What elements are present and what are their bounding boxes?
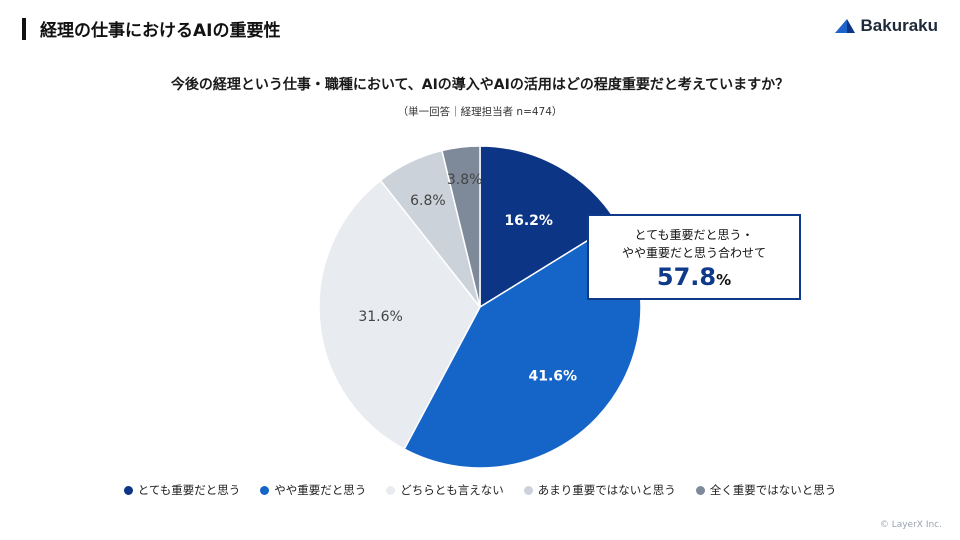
legend-dot-neither <box>386 485 396 495</box>
legend-dot-somewhat <box>260 485 270 495</box>
chart-title: 今後の経理という仕事・職種において、AIの導入やAIの活用はどの程度重要だと考え… <box>170 77 790 93</box>
legend-label-very: とても重要だと思う <box>137 483 241 497</box>
pie-label-somewhat: 41.6% <box>528 368 577 384</box>
brand-name: Bakuraku <box>860 16 938 35</box>
legend-label-neither: どちらとも言えない <box>400 483 504 497</box>
callout-number: 57.8 <box>656 263 717 291</box>
legend-dot-notmuch <box>523 485 533 495</box>
legend-item-very: とても重要だと思う <box>123 482 241 498</box>
title-accent-bar <box>22 18 26 40</box>
callout-line1: とても重要だと思う・ <box>634 228 754 242</box>
bakuraku-logo-icon <box>834 19 855 33</box>
combined-callout: とても重要だと思う・ やや重要だと思う合わせて 57.8% <box>587 214 801 300</box>
legend-item-somewhat: やや重要だと思う <box>260 482 366 498</box>
callout-line2: やや重要だと思う合わせて <box>621 246 766 260</box>
chart-subtitle: （単一回答｜経理担当者 n=474） <box>397 106 563 118</box>
legend: とても重要だと思う やや重要だと思う どちらとも言えない あまり重要ではないと思… <box>0 482 960 498</box>
copyright: © LayerX Inc. <box>879 520 942 530</box>
pie-slice-neither <box>318 179 481 451</box>
pie-slice-very <box>479 145 619 309</box>
page-title: 経理の仕事におけるAIの重要性 <box>40 21 281 41</box>
legend-dot-very <box>123 485 133 495</box>
brand-logo: Bakuraku <box>833 16 938 36</box>
legend-label-notmuch: あまり重要ではないと思う <box>537 483 676 497</box>
pie-label-notmuch: 6.8% <box>410 193 446 209</box>
legend-item-notmuch: あまり重要ではないと思う <box>523 482 676 498</box>
pie-label-neither: 31.6% <box>358 309 402 325</box>
pie-slice-notatall <box>441 145 481 308</box>
callout-value: 57.8% <box>589 263 799 291</box>
pie-label-very: 16.2% <box>504 213 553 229</box>
pie-label-notatall: 3.8% <box>447 172 483 188</box>
legend-item-notatall: 全く重要ではないと思う <box>695 482 837 498</box>
legend-label-notatall: 全く重要ではないと思う <box>709 483 837 497</box>
legend-item-neither: どちらとも言えない <box>386 482 504 498</box>
legend-label-somewhat: やや重要だと思う <box>274 483 367 497</box>
callout-unit: % <box>716 271 732 289</box>
legend-dot-notatall <box>695 485 705 495</box>
